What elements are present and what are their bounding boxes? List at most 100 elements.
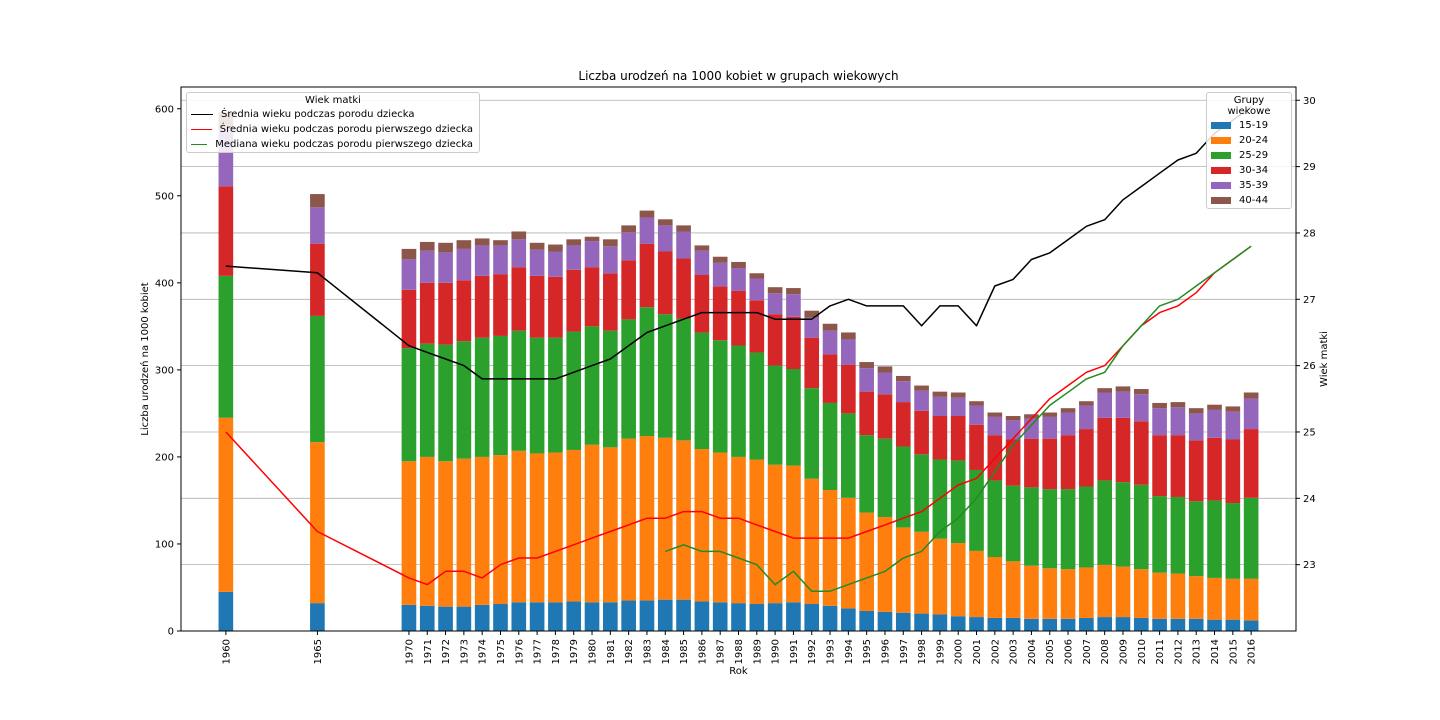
bar-segment [1133, 569, 1149, 618]
bar-legend-label: 40-44 [1239, 195, 1269, 206]
bar-segment [438, 344, 453, 462]
bar-segment [841, 364, 856, 414]
x-tick-label: 1980 [588, 639, 599, 664]
bar-segment [877, 516, 893, 612]
x-tick-label: 1988 [734, 639, 745, 664]
bar-segment [1152, 618, 1167, 631]
bar-segment [841, 413, 856, 498]
x-tick-label: 1987 [716, 639, 727, 664]
bar-segment [1042, 416, 1058, 439]
bar-segment [804, 388, 820, 479]
bar-segment [584, 241, 600, 268]
bar-segment [657, 225, 673, 252]
bar-segment [1115, 617, 1131, 631]
line-legend-title: Wiek matki [305, 95, 361, 106]
x-tick-label: 1992 [807, 639, 818, 664]
bar-segment [1133, 389, 1149, 395]
legend-line-swatch [191, 144, 208, 145]
right-y-tick-label: 23 [1303, 560, 1316, 571]
right-y-axis-label: Wiek matki [1319, 331, 1330, 387]
bar-segment [1207, 500, 1222, 578]
y-tick-label: 500 [155, 191, 174, 202]
bar-segment [804, 317, 820, 338]
bar-segment [310, 194, 325, 208]
bar-segment [914, 385, 929, 391]
bar-segment [676, 318, 691, 441]
bar-segment [822, 354, 838, 403]
bar-segment [1024, 618, 1039, 631]
bar-segment [438, 252, 453, 283]
bar-segment [511, 330, 527, 451]
bar-segment [1115, 417, 1131, 483]
bar-segment [1042, 438, 1058, 490]
bar-segment [474, 238, 490, 246]
x-tick-label: 1993 [826, 639, 837, 664]
bar-segment [1207, 619, 1222, 631]
bar-segment [474, 245, 490, 276]
bar-segment [1152, 435, 1167, 497]
bar-segment [1207, 404, 1222, 410]
bar-segment [1115, 566, 1131, 618]
bar-segment [529, 242, 545, 250]
bar-segment [969, 550, 984, 618]
y-axis-label: Liczba urodzeń na 1000 kobiet [139, 282, 151, 435]
bar-segment [1005, 420, 1021, 440]
x-tick-label: 2004 [1027, 639, 1038, 664]
bar-segment [493, 274, 508, 336]
bar-segment [456, 248, 472, 281]
bar-segment [474, 275, 490, 338]
bar-segment [1042, 412, 1058, 417]
bar-segment [767, 314, 783, 366]
bar-segment [548, 276, 563, 338]
bar-segment [529, 249, 545, 276]
x-tick-label: 1972 [441, 639, 452, 664]
bar-segment [657, 251, 673, 315]
bar-segment [859, 391, 874, 436]
bar-segment [584, 602, 600, 631]
x-tick-label: 1983 [642, 639, 653, 664]
line-legend-label: Mediana wieku podczas porodu pierwszego … [215, 139, 473, 150]
x-tick-label: 1965 [313, 639, 324, 664]
x-tick-label: 2000 [954, 639, 965, 664]
bar-segment [914, 531, 929, 614]
bar-segment [786, 602, 801, 631]
bar-segment [1133, 421, 1149, 485]
y-tick-label: 0 [168, 627, 174, 638]
bar-segment [1060, 412, 1076, 436]
bar-segment [1225, 619, 1241, 631]
x-tick-label: 2007 [1082, 639, 1093, 664]
bar-segment [1024, 438, 1039, 488]
bar-segment [712, 452, 728, 603]
bar-segment [1097, 617, 1112, 631]
bar-segment [731, 261, 746, 269]
bar-segment [1133, 394, 1149, 422]
bar-segment [548, 452, 563, 603]
bar-segment [969, 424, 984, 470]
bar-segment [401, 248, 417, 260]
bar-segment [877, 394, 893, 439]
bar-segment [401, 289, 417, 349]
bar-segment [419, 241, 435, 251]
bar-segment [804, 337, 820, 389]
bar-segment [493, 240, 508, 246]
x-tick-label: 1973 [459, 639, 470, 664]
bar-segment [603, 447, 618, 603]
bar-segment [603, 273, 618, 331]
bar-segment [859, 368, 874, 392]
x-tick-label: 1998 [917, 639, 928, 664]
legend-line-swatch [191, 129, 212, 130]
right-y-tick-label: 25 [1303, 427, 1316, 438]
line-legend-label: Średnia wieku podczas porodu pierwszego … [219, 124, 473, 135]
bar-segment [566, 239, 582, 246]
legend-color-swatch [1211, 197, 1231, 204]
bar-segment [969, 617, 984, 631]
bar-segment [676, 599, 691, 631]
bar-segment [548, 244, 563, 252]
bar-segment [987, 617, 1003, 631]
bar-segment [566, 601, 582, 631]
x-tick-label: 1975 [496, 639, 507, 664]
bar-segment [1005, 416, 1021, 421]
x-tick-label: 2005 [1045, 639, 1056, 664]
bar-segment [1133, 484, 1149, 570]
